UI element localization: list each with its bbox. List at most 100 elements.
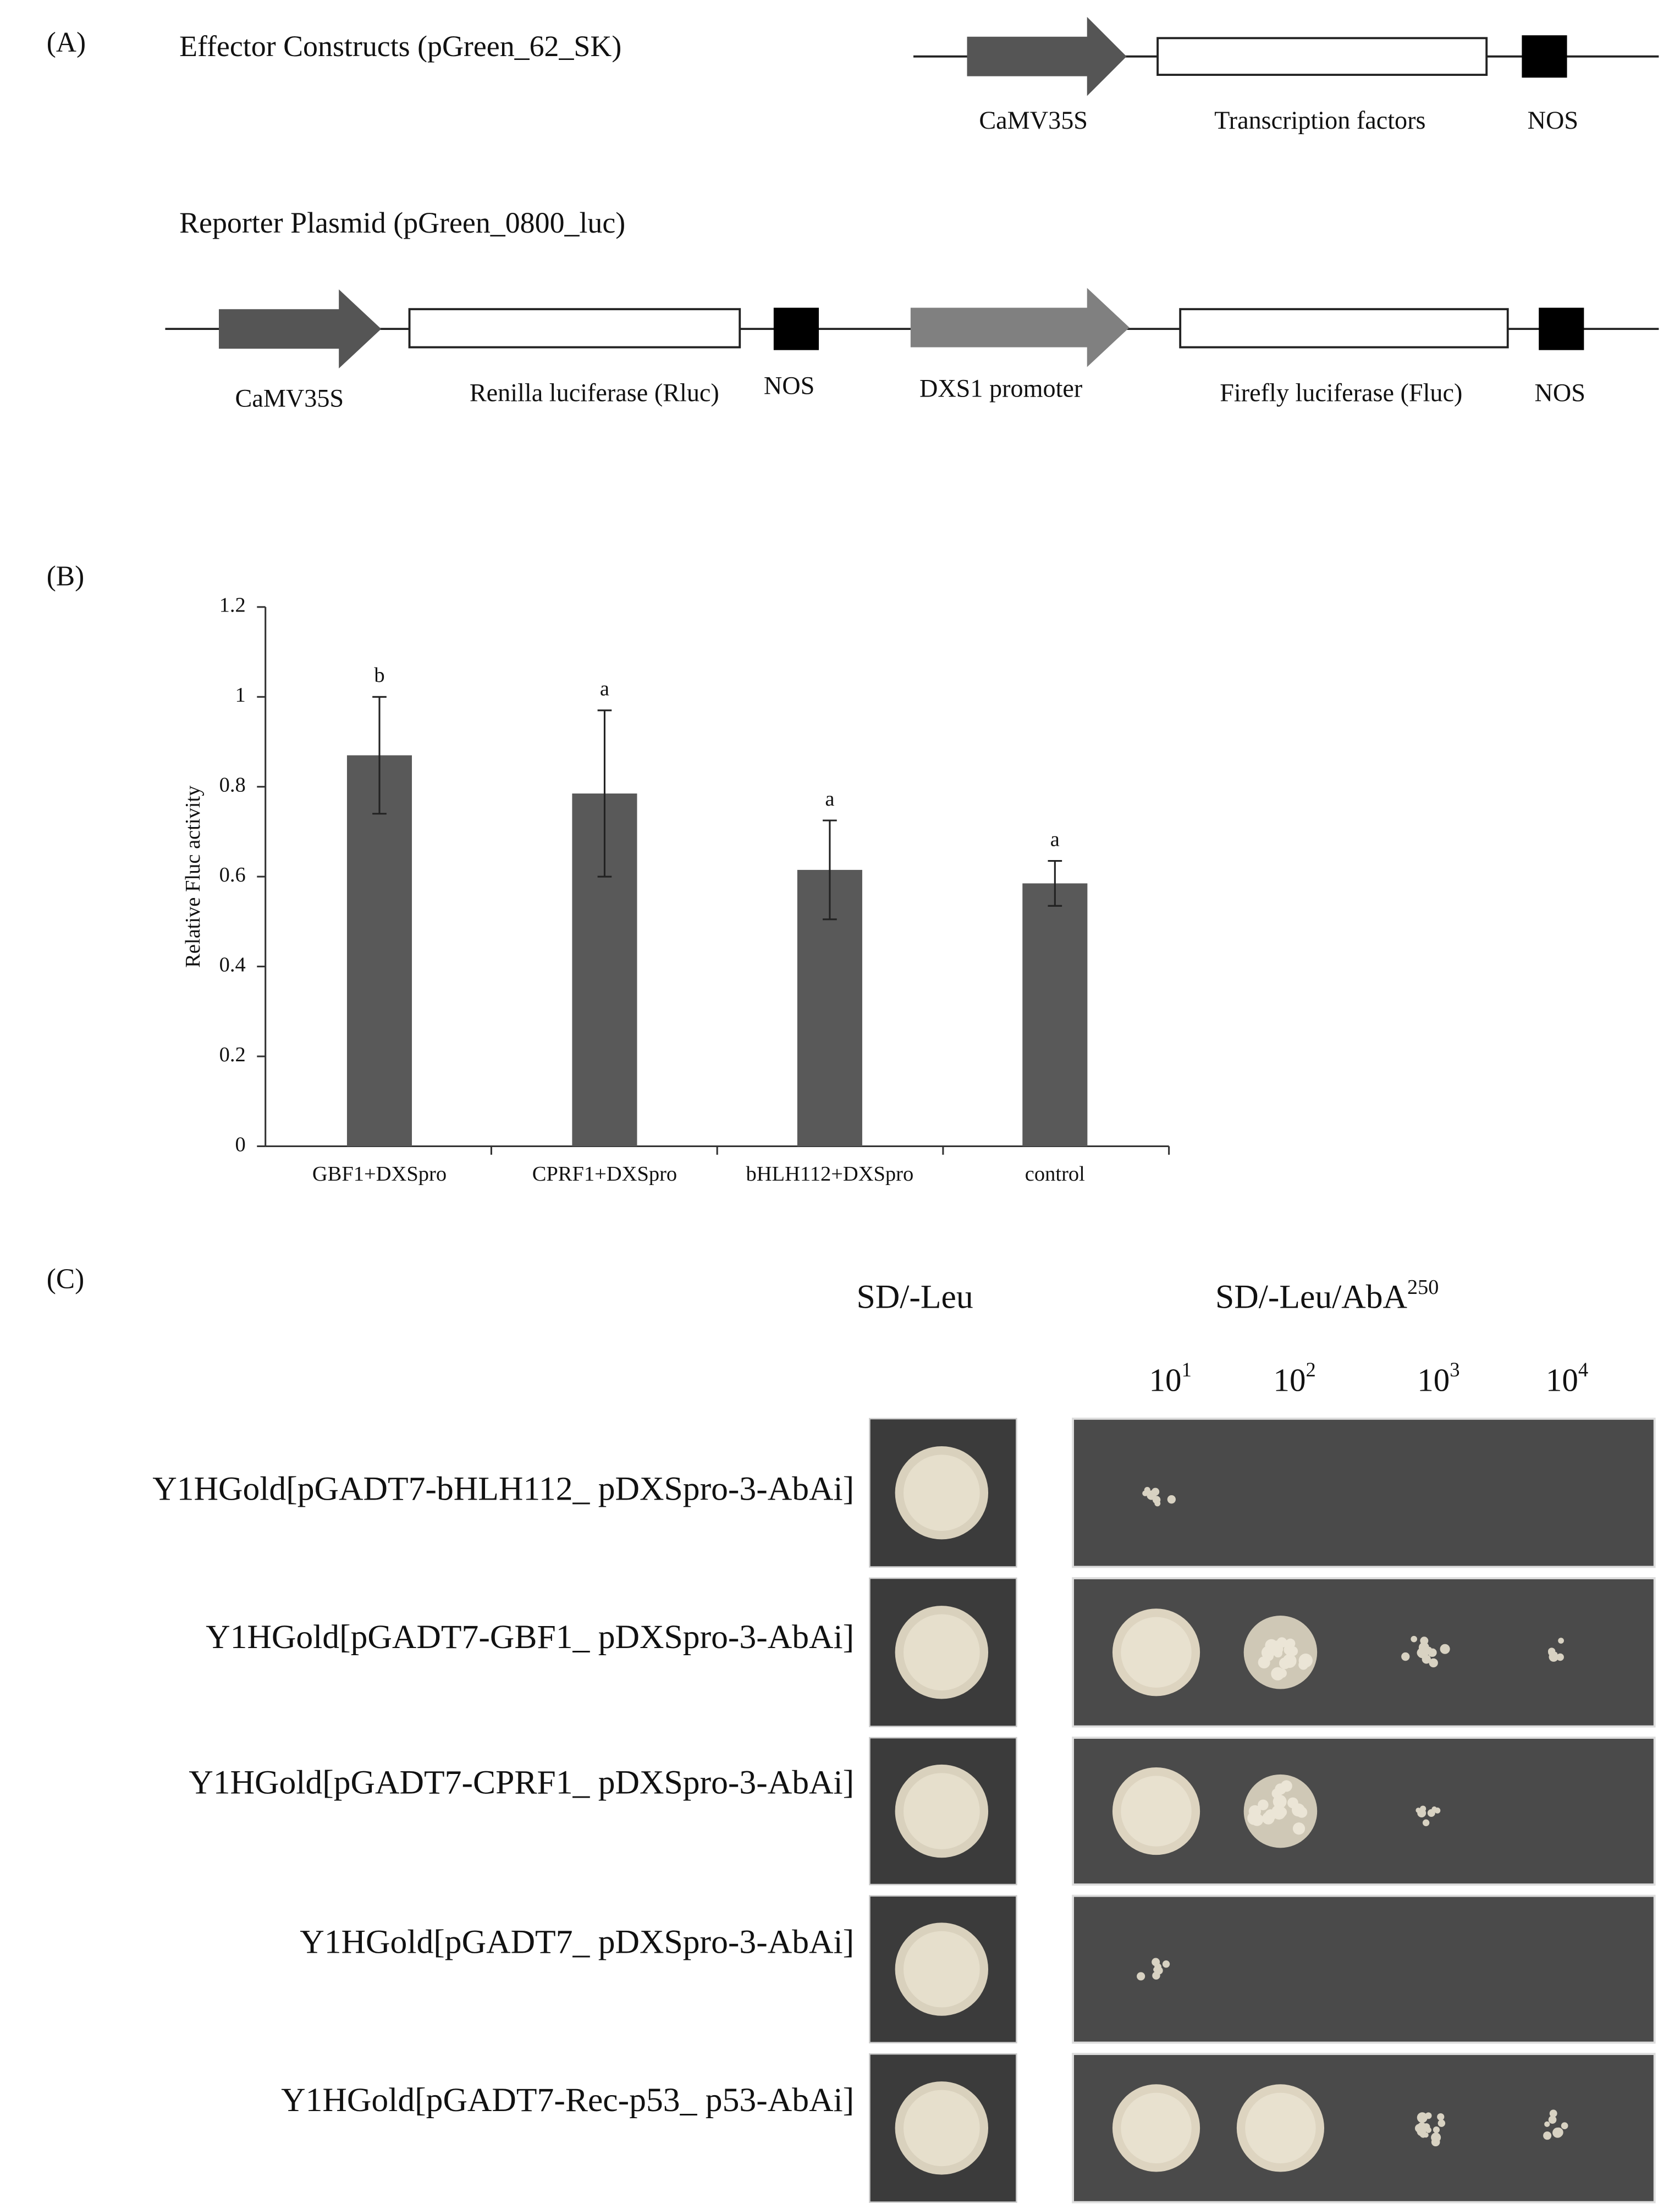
colony-spot-center — [904, 1454, 980, 1531]
colony — [1151, 1487, 1160, 1496]
colony — [1440, 1644, 1450, 1654]
medium-label-text: SD/-Leu — [856, 1278, 973, 1315]
error-bar — [597, 709, 612, 878]
element-label: Renilla luciferase (Rluc) — [470, 378, 719, 406]
dilution-label-superscript: 4 — [1578, 1359, 1588, 1381]
colony-spot-center — [1121, 1617, 1192, 1688]
colony-spot-center — [1121, 1776, 1192, 1847]
colony — [1271, 1805, 1286, 1819]
element-label: NOS — [1535, 378, 1585, 406]
colony — [1279, 1657, 1291, 1669]
reporter-construct — [165, 288, 1659, 369]
colony — [1401, 1652, 1410, 1661]
bar — [346, 755, 412, 1147]
colony — [1425, 2127, 1431, 2133]
colony — [1548, 2115, 1557, 2124]
colony — [1167, 1495, 1176, 1504]
colony — [1419, 2131, 1427, 2138]
colony — [1153, 1966, 1159, 1972]
bar — [1022, 883, 1088, 1147]
colony — [1417, 2112, 1428, 2123]
y-tick-label: 0.4 — [219, 953, 246, 976]
colony — [1556, 1653, 1564, 1661]
dilution-label-text: 10 — [1273, 1362, 1306, 1398]
error-bar — [372, 696, 387, 815]
colony — [1561, 2122, 1568, 2130]
colony — [1152, 1958, 1160, 1966]
error-bar — [1048, 860, 1062, 907]
medium-label: SD/-Leu/AbA250 — [1215, 1276, 1439, 1316]
x-tick-label: CPRF1+DXSpro — [532, 1162, 677, 1186]
colony — [1552, 2127, 1563, 2138]
colony-spot-center — [904, 1773, 980, 1849]
strain-label: Y1HGold[pGADT7-bHLH112_ pDXSpro-3-AbAi] — [152, 1470, 854, 1508]
colony — [1543, 2131, 1552, 2140]
significance-letter: b — [374, 664, 384, 687]
colony — [1544, 2121, 1550, 2127]
colony — [1154, 1500, 1161, 1507]
panel-label: (B) — [47, 560, 84, 592]
element-label: NOS — [764, 372, 814, 400]
colony — [1262, 1812, 1275, 1825]
colony-spot-center — [904, 1614, 980, 1691]
colony — [1417, 1808, 1426, 1817]
colony — [1547, 1648, 1556, 1655]
colony — [1433, 2126, 1440, 2134]
panel-label: (A) — [47, 27, 86, 58]
effector-construct — [913, 16, 1659, 96]
element-label: CaMV35S — [235, 384, 344, 412]
dilution-label: 104 — [1546, 1359, 1588, 1398]
colony-spot-center — [1121, 2092, 1192, 2164]
bar-chart: Relative Fluc activity 0 0.2 0.4 0.6 0.8 1 1.2… — [181, 594, 1170, 1186]
colony — [1422, 1819, 1430, 1826]
y-tick-label: 0.8 — [219, 774, 246, 797]
strain-label: Y1HGold[pGADT7-Rec-p53_ p53-AbAi] — [281, 2081, 854, 2119]
selection-plate — [1072, 1418, 1656, 1568]
x-tick-label: control — [1025, 1162, 1085, 1186]
colony — [1298, 1660, 1309, 1670]
colony — [1258, 1799, 1269, 1810]
dilution-label-superscript: 3 — [1450, 1359, 1459, 1381]
dilution-label-superscript: 1 — [1182, 1359, 1192, 1381]
y-tick-label: 0.6 — [219, 863, 246, 886]
medium-label-text: SD/-Leu/AbA — [1215, 1278, 1408, 1315]
strain-label: Y1HGold[pGADT7-GBF1_ pDXSpro-3-AbAi] — [206, 1618, 854, 1656]
colony — [1437, 2113, 1445, 2121]
panel-label: (C) — [47, 1264, 84, 1295]
y-tick-label: 0.2 — [219, 1043, 246, 1066]
dilution-label: 103 — [1417, 1359, 1459, 1398]
colony — [1271, 1667, 1285, 1680]
colony — [1284, 1644, 1295, 1656]
colony — [1162, 1960, 1170, 1968]
y-axis-label: Relative Fluc activity — [181, 785, 205, 968]
construct-title: Reporter Plasmid (pGreen_0800_luc) — [179, 206, 625, 239]
element-label: DXS1 promoter — [919, 374, 1082, 403]
significance-letter: a — [1050, 828, 1060, 851]
y-tick-label: 1.2 — [219, 594, 246, 617]
dilution-label-text: 10 — [1417, 1362, 1450, 1398]
colony — [1275, 1783, 1286, 1795]
colony-spot-center — [904, 2090, 980, 2167]
colony — [1420, 1648, 1429, 1657]
element-label: Transcription factors — [1214, 106, 1425, 134]
colony — [1558, 1638, 1564, 1644]
strain-label: Y1HGold[pGADT7_ pDXSpro-3-AbAi] — [300, 1924, 854, 1961]
dilution-label: 101 — [1149, 1359, 1192, 1398]
colony — [1137, 1972, 1145, 1981]
colony-spot-center — [904, 1931, 980, 2008]
colony — [1417, 2122, 1426, 2131]
x-tick-label: GBF1+DXSpro — [312, 1162, 447, 1186]
dilution-label-superscript: 2 — [1306, 1359, 1315, 1381]
colony — [1429, 1658, 1438, 1668]
colony — [1274, 1649, 1282, 1658]
colony — [1431, 1806, 1437, 1812]
y-tick-label: 0 — [235, 1133, 246, 1156]
colony — [1292, 1803, 1305, 1817]
colony — [1144, 1486, 1150, 1494]
significance-letter: a — [600, 677, 609, 701]
selection-plate — [1072, 1894, 1656, 2044]
colony — [1549, 2109, 1557, 2118]
element-label: CaMV35S — [979, 106, 1088, 134]
y-tick-label: 1 — [235, 684, 246, 707]
